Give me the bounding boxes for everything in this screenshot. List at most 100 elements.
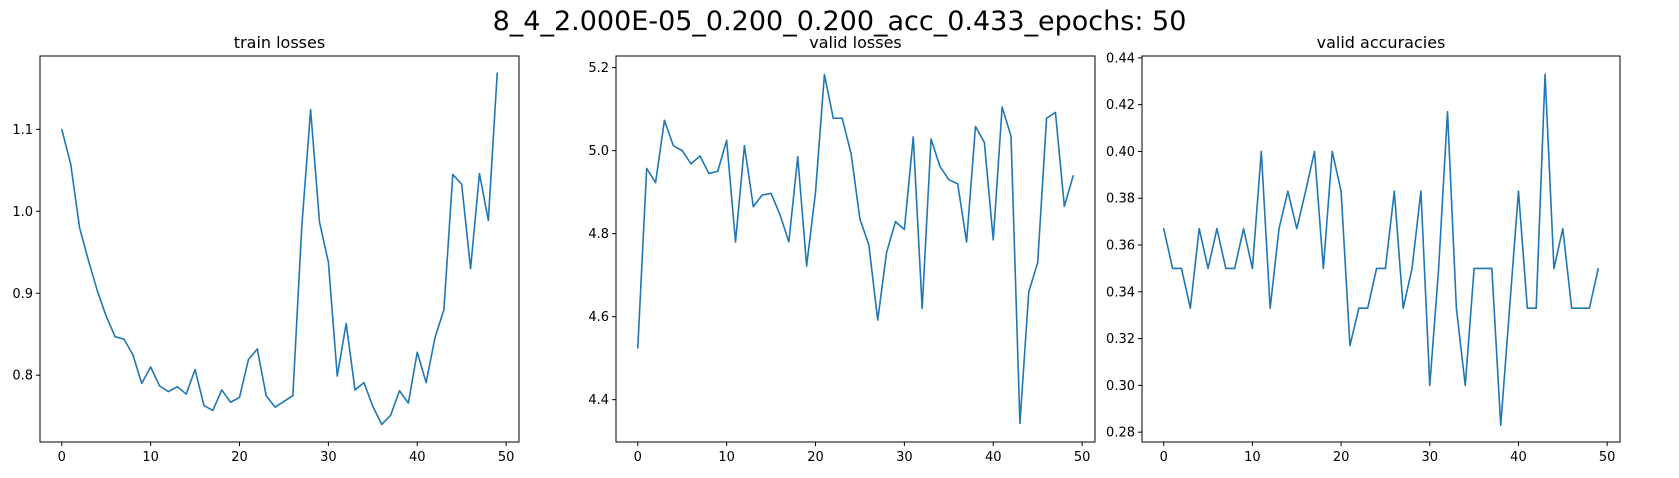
data-point	[461, 183, 463, 185]
data-point	[1072, 174, 1074, 177]
data-point	[1207, 267, 1209, 270]
data-point	[1411, 267, 1413, 270]
data-point	[1420, 190, 1422, 192]
data-point	[274, 406, 276, 408]
data-point	[372, 405, 374, 407]
data-point	[381, 423, 383, 425]
y-tick-label: 0.9	[12, 287, 33, 302]
data-point	[61, 128, 63, 130]
y-tick-label: 5.0	[588, 144, 609, 159]
data-point	[921, 307, 923, 309]
data-point	[690, 163, 692, 165]
axes-frame	[1141, 55, 1621, 443]
y-tick-label: 4.8	[588, 227, 609, 242]
data-point	[1163, 228, 1165, 230]
series-line	[60, 72, 499, 426]
subplot-valid-accuracies: valid accuracies 0 10 20 30 40 50 0.28 0.30 0.32 0…	[1106, 33, 1621, 465]
data-point	[1278, 228, 1280, 230]
data-point	[1473, 267, 1475, 270]
data-point	[176, 386, 178, 388]
x-tick-label: 10	[718, 450, 735, 465]
data-point	[292, 395, 294, 397]
data-point	[948, 179, 950, 181]
data-point	[123, 338, 125, 340]
data-point	[734, 241, 737, 243]
data-point	[1001, 106, 1003, 108]
data-point	[672, 145, 674, 147]
data-point	[318, 221, 321, 223]
x-tick-label: 20	[807, 450, 824, 465]
data-point	[770, 192, 772, 194]
x-tick-label: 50	[1074, 450, 1091, 465]
x-tick-label: 10	[1244, 450, 1261, 465]
y-tick-label: 4.6	[588, 310, 609, 325]
data-point	[398, 390, 401, 392]
data-point	[886, 251, 888, 253]
data-point	[70, 163, 72, 165]
data-point	[389, 414, 392, 416]
data-point	[983, 141, 985, 143]
data-point	[114, 336, 116, 338]
data-point	[992, 239, 994, 241]
data-point	[336, 375, 338, 377]
data-point	[699, 155, 701, 157]
data-point	[443, 309, 445, 311]
data-point	[1010, 135, 1012, 137]
data-point	[1535, 307, 1537, 309]
x-tick-label: 30	[896, 450, 913, 465]
data-point	[1491, 267, 1493, 270]
data-point	[1464, 384, 1466, 386]
axes-frame	[39, 55, 520, 443]
data-point	[841, 117, 843, 119]
data-point	[752, 206, 754, 208]
data-point	[141, 382, 143, 384]
data-point	[1269, 307, 1271, 309]
data-point	[1446, 111, 1449, 113]
data-point	[1588, 307, 1590, 309]
subplot-title: valid losses	[809, 33, 902, 52]
data-point	[663, 119, 666, 121]
series-line	[636, 73, 1074, 425]
series-line	[1162, 73, 1600, 426]
axes-frame	[615, 55, 1096, 443]
data-point	[238, 396, 241, 398]
y-tick-label: 5.2	[588, 61, 609, 76]
data-point	[912, 136, 914, 138]
data-point	[1553, 267, 1555, 270]
data-point	[708, 172, 710, 175]
data-point	[1358, 307, 1360, 309]
data-point	[1597, 267, 1599, 270]
data-point	[1508, 307, 1511, 309]
data-point	[265, 395, 267, 397]
data-point	[1517, 190, 1520, 192]
data-point	[1296, 228, 1298, 230]
data-point	[761, 194, 763, 196]
data-point	[779, 213, 781, 216]
data-point	[1028, 291, 1030, 293]
data-point	[743, 145, 746, 147]
data-point	[1305, 190, 1307, 192]
x-tick-label: 0	[1160, 450, 1168, 465]
x-tick-label: 20	[1333, 450, 1350, 465]
data-point	[1322, 267, 1324, 270]
data-point	[823, 74, 826, 76]
data-point	[407, 402, 409, 404]
data-point	[496, 72, 498, 74]
data-point	[301, 227, 303, 229]
data-point	[283, 400, 285, 403]
data-point	[434, 336, 436, 339]
x-tick-label: 40	[409, 450, 426, 465]
data-point	[814, 191, 817, 193]
y-tick-label: 4.4	[588, 393, 609, 408]
data-point	[681, 150, 683, 152]
data-point	[167, 391, 170, 393]
subplot-train-losses: train losses 0 10 20 30 40 50 0.8 0.9 1.0 1.1	[12, 33, 520, 465]
data-point	[877, 319, 879, 321]
data-point	[452, 173, 454, 176]
data-point	[1429, 384, 1431, 386]
data-point	[1063, 205, 1065, 207]
data-point	[1340, 190, 1342, 192]
data-point	[425, 381, 427, 384]
data-point	[478, 173, 481, 175]
data-point	[1216, 228, 1218, 230]
